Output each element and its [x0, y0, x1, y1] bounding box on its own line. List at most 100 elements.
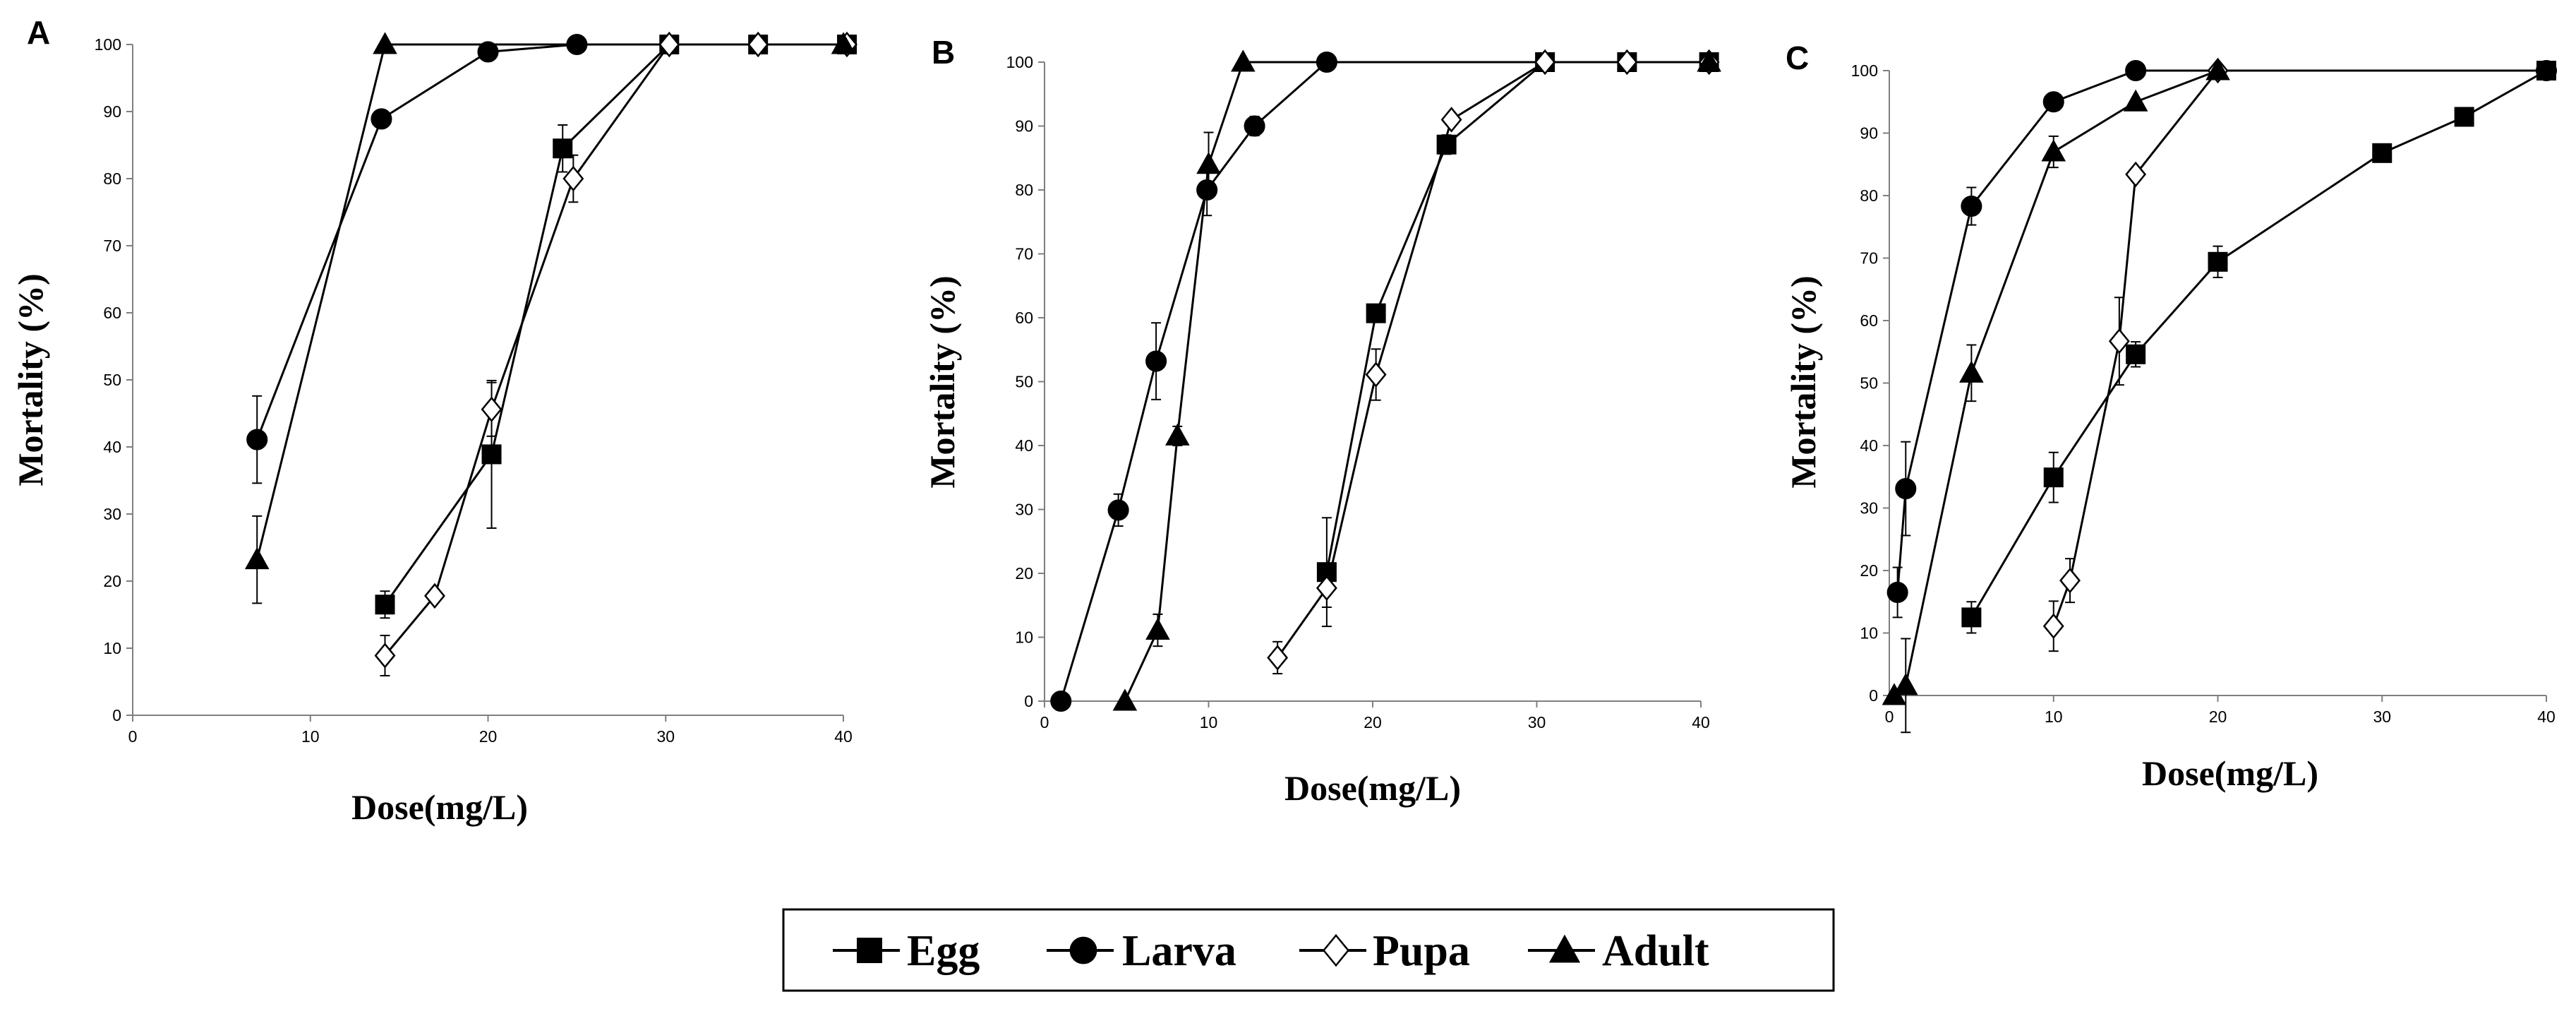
data-point-pupa: [2059, 567, 2081, 594]
data-point-pupa: [2042, 613, 2064, 639]
data-point-egg: [553, 138, 573, 159]
data-point-adult: [244, 547, 270, 570]
y-axis-title: Mortality (%): [922, 275, 962, 488]
y-tick-label: 60: [103, 304, 121, 322]
legend-item-pupa: Pupa: [1299, 927, 1470, 975]
series-line-larva: [255, 43, 577, 441]
y-tick-label: 30: [1015, 501, 1033, 519]
legend-marker-egg: [857, 938, 882, 963]
y-tick-label: 70: [1860, 249, 1878, 268]
data-point-larva: [2042, 91, 2064, 113]
y-tick-label: 70: [1015, 245, 1033, 263]
y-tick-label: 60: [1015, 309, 1033, 327]
data-point-larva: [2535, 59, 2558, 82]
series-line-larva: [1896, 69, 2546, 593]
panel-c: C 0 10 20 30 40 50 60 70 80 90 100 0 10 20 30 40 Dose(mg/…: [1783, 40, 2558, 793]
y-tick-label: 50: [103, 371, 121, 389]
data-point-egg: [481, 444, 502, 465]
y-tick-label: 60: [1860, 311, 1878, 330]
data-point-pupa: [1365, 362, 1387, 388]
panel-a: A 0 10 20 30 40 50 60 70 80 90 100 0 10 20 30 40 Dose(mg/…: [11, 14, 857, 827]
y-tick-label: 20: [1015, 564, 1033, 583]
legend-marker-adult: [1548, 934, 1581, 963]
panel-b: B 0 10 20 30 40 50 60 70 80 90 100 0 10 20 30 40 Dose(mg/…: [922, 34, 1721, 808]
data-point-larva: [1107, 499, 1129, 521]
y-tick-label: 90: [1015, 117, 1033, 136]
data-point-larva: [371, 108, 392, 130]
data-point-pupa: [1440, 107, 1462, 133]
x-tick-label: 30: [656, 727, 675, 746]
data-point-pupa: [747, 31, 769, 58]
y-tick-label: 90: [1860, 124, 1878, 143]
legend-label: Adult: [1602, 927, 1709, 975]
data-point-larva: [1961, 196, 1982, 217]
data-point-pupa: [562, 165, 584, 192]
x-axis-title: Dose(mg/L): [2142, 753, 2318, 793]
x-tick-label: 20: [2209, 708, 2227, 726]
data-point-adult: [1112, 688, 1138, 711]
data-point-pupa: [2108, 328, 2130, 354]
data-point-larva: [566, 33, 588, 56]
data-point-adult: [1231, 49, 1256, 72]
y-tick-label: 100: [95, 35, 121, 54]
panel-letter-b: B: [932, 34, 955, 71]
data-point-pupa: [424, 583, 445, 609]
y-tick-label: 10: [1860, 624, 1878, 643]
x-tick-label: 0: [1885, 708, 1894, 726]
series-line-pupa: [1276, 61, 1709, 659]
x-tick-label: 10: [2045, 708, 2063, 726]
y-tick-label: 80: [1860, 186, 1878, 205]
data-point-larva: [2125, 59, 2147, 82]
x-tick-label: 0: [128, 727, 138, 746]
data-point-larva: [1196, 179, 1218, 201]
y-tick-label: 0: [112, 706, 121, 724]
data-point-pupa: [1616, 49, 1638, 76]
y-tick-label: 40: [1860, 436, 1878, 455]
data-point-pupa: [1267, 645, 1289, 671]
series-line-larva: [1059, 61, 1328, 702]
data-point-egg: [2043, 467, 2064, 488]
data-point-egg: [2126, 344, 2146, 364]
data-point-pupa: [2125, 161, 2147, 188]
legend-item-adult: Adult: [1528, 927, 1709, 975]
legend: Egg Larva Pupa Adult: [782, 908, 1835, 992]
y-tick-label: 10: [103, 639, 121, 657]
x-tick-label: 30: [1528, 713, 1546, 732]
y-tick-label: 20: [103, 572, 121, 590]
panel-letter-a: A: [27, 14, 50, 51]
y-tick-label: 100: [1851, 61, 1878, 80]
data-point-adult: [1145, 617, 1170, 640]
data-point-adult: [1959, 360, 1984, 383]
y-tick-label: 50: [1860, 374, 1878, 393]
x-axis-title: Dose(mg/L): [1284, 768, 1461, 808]
y-tick-label: 40: [1015, 436, 1033, 455]
x-tick-label: 40: [2537, 708, 2556, 726]
y-tick-label: 90: [103, 102, 121, 121]
data-point-egg: [2372, 143, 2393, 163]
y-axis-title: Mortality (%): [1783, 275, 1823, 488]
data-point-adult: [1196, 152, 1221, 174]
data-point-larva: [1050, 690, 1072, 712]
legend-marker-pupa: [1322, 933, 1350, 967]
data-point-pupa: [374, 643, 396, 669]
y-tick-label: 30: [103, 505, 121, 523]
y-tick-label: 0: [1024, 692, 1033, 710]
data-point-adult: [2205, 58, 2230, 80]
data-point-adult: [1697, 49, 1721, 72]
y-tick-label: 0: [1869, 686, 1878, 705]
y-tick-label: 100: [1006, 53, 1033, 71]
legend-label: Larva: [1122, 927, 1236, 975]
x-tick-label: 20: [479, 727, 498, 746]
x-axis-title: Dose(mg/L): [351, 787, 528, 827]
data-point-larva: [1145, 350, 1167, 372]
data-point-pupa: [481, 396, 502, 423]
data-point-larva: [246, 429, 268, 450]
legend-label: Egg: [907, 927, 980, 975]
data-point-adult: [831, 32, 856, 54]
data-point-adult: [1165, 423, 1190, 446]
y-tick-label: 50: [1015, 373, 1033, 391]
data-point-larva: [1316, 51, 1337, 73]
x-tick-label: 40: [1692, 713, 1710, 732]
data-point-pupa: [1316, 575, 1337, 602]
